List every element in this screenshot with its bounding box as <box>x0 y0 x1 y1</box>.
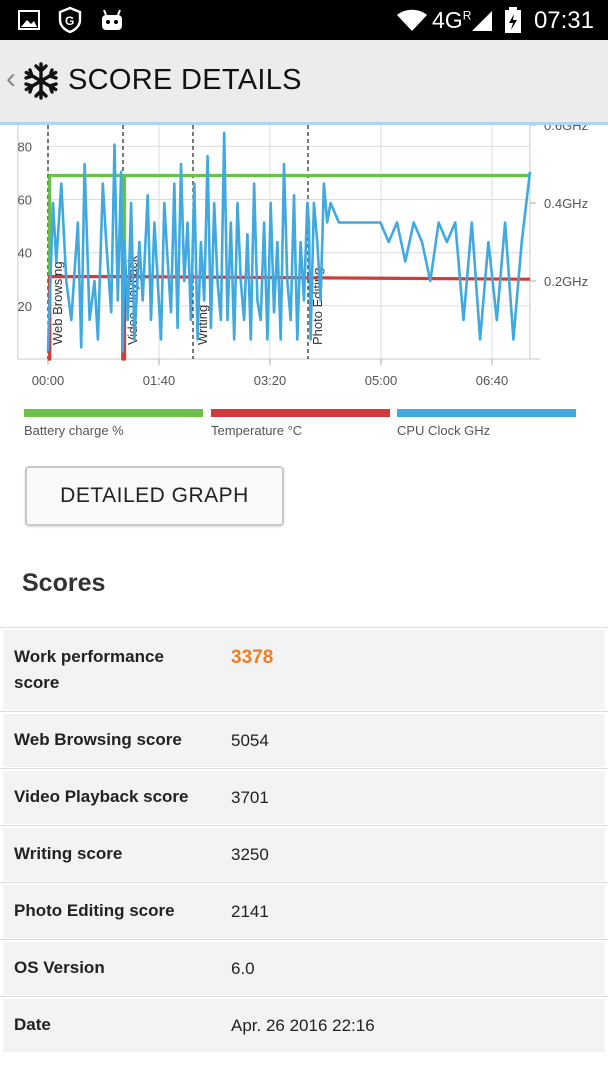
score-row-background <box>3 999 605 1052</box>
score-value: 3250 <box>231 845 269 864</box>
y-tick-label: 80 <box>18 139 32 154</box>
score-row: OS Version 6.0 <box>0 939 608 997</box>
score-row-background <box>3 885 605 938</box>
score-details-content: 20 40 60 80 0.2GHz 0.4GHz 0.6GHz 00:00 01:40 03:2… <box>0 125 608 1080</box>
score-label: Work performance score <box>14 647 164 692</box>
score-value: Apr. 26 2016 22:16 <box>231 1016 375 1035</box>
series-line-cpu-clock <box>46 131 532 353</box>
score-label: Writing score <box>14 844 123 863</box>
status-bar: G 4GR 07:31 <box>0 0 608 40</box>
app-bar: ‹ SCORE DETAILS <box>0 40 608 125</box>
score-row-background <box>3 714 605 767</box>
y-tick-label: 40 <box>18 246 32 261</box>
legend-item: Temperature °C <box>211 409 390 438</box>
clock: 07:31 <box>533 7 594 34</box>
y-tick-label: 20 <box>18 299 32 314</box>
legend-swatch <box>211 409 390 417</box>
scores-section-title: Scores <box>22 569 106 597</box>
score-value: 2141 <box>231 902 269 921</box>
score-row: Photo Editing score 2141 <box>0 882 608 940</box>
image-notification-icon <box>18 10 40 35</box>
score-row-background <box>3 828 605 881</box>
y2-tick-label: 0.4GHz <box>544 196 588 211</box>
legend-item: Battery charge % <box>24 409 203 438</box>
score-value: 3378 <box>231 647 274 668</box>
x-tick-label: 03:20 <box>254 373 287 388</box>
score-value: 5054 <box>231 731 269 750</box>
shield-notification-icon: G <box>58 6 82 39</box>
wifi-icon <box>396 9 428 38</box>
score-value: 3701 <box>231 788 269 807</box>
score-label: OS Version <box>14 958 105 977</box>
score-label: Video Playback score <box>14 787 189 806</box>
y2-tick-label: 0.2GHz <box>544 274 588 289</box>
x-tick-label: 00:00 <box>32 373 65 388</box>
score-row-background <box>3 771 605 824</box>
x-tick-label: 01:40 <box>143 373 176 388</box>
detailed-graph-button[interactable]: DETAILED GRAPH <box>25 466 284 526</box>
score-row: Web Browsing score 5054 <box>0 711 608 769</box>
y-tick-label: 60 <box>18 192 32 207</box>
legend-swatch <box>397 409 576 417</box>
score-row: Work performance score 3378 <box>0 627 608 712</box>
score-row: Video Playback score 3701 <box>0 768 608 826</box>
battery-charging-icon <box>504 6 522 39</box>
score-value: 6.0 <box>231 959 255 978</box>
score-label: Web Browsing score <box>14 730 182 749</box>
legend-label: Battery charge % <box>24 423 124 438</box>
legend-label: CPU Clock GHz <box>397 423 491 438</box>
network-type: 4GR <box>432 7 472 33</box>
x-tick-label: 06:40 <box>476 373 509 388</box>
svg-text:G: G <box>65 14 74 28</box>
score-label: Photo Editing score <box>14 901 175 920</box>
legend-item: CPU Clock GHz <box>397 409 576 438</box>
battery-performance-chart: 20 40 60 80 0.2GHz 0.4GHz 0.6GHz 00:00 01:40 03:2… <box>17 125 588 388</box>
score-row-background <box>3 630 605 710</box>
back-chevron-icon[interactable]: ‹ <box>6 62 16 95</box>
signal-icon <box>470 9 494 38</box>
x-tick-label: 05:00 <box>365 373 398 388</box>
y2-tick-label: 0.6GHz <box>544 125 588 133</box>
legend-swatch <box>24 409 203 417</box>
page-title: SCORE DETAILS <box>68 64 302 96</box>
android-notification-icon <box>100 8 124 37</box>
score-label: Date <box>14 1015 51 1034</box>
legend-label: Temperature °C <box>211 423 303 438</box>
score-row: Writing score 3250 <box>0 825 608 883</box>
score-row: Date Apr. 26 2016 22:16 <box>0 996 608 1054</box>
score-row-background <box>3 942 605 995</box>
section-label: Web Browsing <box>50 261 65 345</box>
snowflake-logo-icon[interactable] <box>22 62 60 105</box>
